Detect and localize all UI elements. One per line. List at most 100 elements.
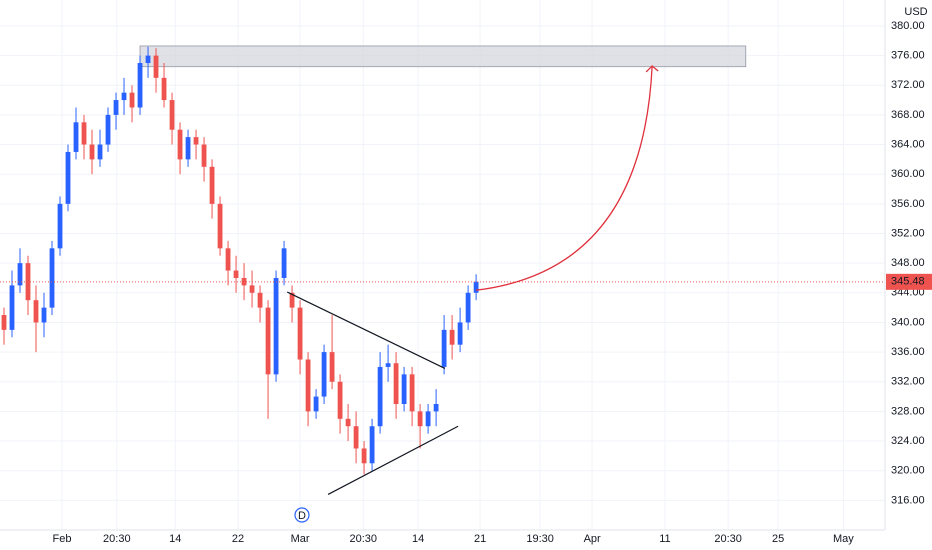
candle-body — [473, 281, 479, 293]
candle-body — [257, 292, 263, 308]
y-tick-label: 352.00 — [891, 227, 925, 239]
candle-body — [97, 144, 103, 160]
candle-body — [273, 277, 279, 375]
x-tick-label: 20:30 — [350, 533, 378, 545]
x-tick-label: 14 — [412, 533, 424, 545]
arrow-head — [645, 65, 659, 73]
candle-body — [345, 418, 351, 427]
candle-body — [385, 363, 391, 367]
candle-body — [441, 329, 447, 367]
candle-body — [281, 248, 287, 278]
candle-body — [401, 374, 407, 404]
y-tick-label: 328.00 — [891, 405, 925, 417]
y-tick-label: 340.00 — [891, 316, 925, 328]
candle-body — [49, 248, 55, 308]
candle-body — [105, 114, 111, 145]
candle-body — [297, 307, 303, 360]
candle-body — [57, 203, 63, 249]
candle-body — [1, 315, 7, 330]
candle-body — [169, 100, 175, 130]
x-tick-label: Apr — [584, 533, 601, 545]
x-tick-label: 20:30 — [103, 533, 131, 545]
candle-body — [433, 403, 439, 412]
event-marker — [294, 507, 310, 523]
x-tick-label: Mar — [291, 533, 310, 545]
candle-body — [225, 248, 231, 271]
y-tick-label: 372.00 — [891, 79, 925, 91]
candle-body — [457, 322, 463, 345]
x-tick-label: 20:30 — [714, 533, 742, 545]
candle-body — [17, 263, 23, 286]
candle-body — [241, 277, 247, 286]
y-tick-label: 368.00 — [891, 109, 925, 121]
candle-body — [129, 92, 135, 108]
grid — [0, 0, 885, 530]
candle-body — [305, 359, 311, 412]
y-tick-label: 360.00 — [891, 168, 925, 180]
y-tick-label: 376.00 — [891, 50, 925, 62]
candle-body — [33, 300, 39, 323]
event-label: D — [298, 510, 306, 522]
candle-body — [425, 411, 431, 427]
candle-body — [113, 100, 119, 115]
candle-body — [137, 63, 143, 108]
candle-body — [177, 129, 183, 160]
candle-body — [249, 285, 255, 293]
candle-body — [209, 166, 215, 204]
x-tick-label: 14 — [169, 533, 181, 545]
candle-body — [313, 396, 319, 412]
trendline — [327, 425, 459, 495]
candle-body — [409, 374, 415, 412]
candle-body — [233, 270, 239, 278]
y-tick-label: 364.00 — [891, 138, 925, 150]
x-tick-label: 21 — [474, 533, 486, 545]
y-tick-label: 356.00 — [891, 198, 925, 210]
candle-body — [417, 411, 423, 427]
candle-body — [217, 203, 223, 249]
candle-body — [41, 307, 47, 323]
candle-body — [449, 329, 455, 345]
x-tick-label: 25 — [772, 533, 784, 545]
candle-body — [161, 77, 167, 101]
y-tick-label: 336.00 — [891, 346, 925, 358]
y-tick-label: 332.00 — [891, 376, 925, 388]
candle-body — [25, 263, 31, 301]
candle-body — [353, 426, 359, 449]
candle-body — [89, 144, 95, 160]
y-tick-label: 348.00 — [891, 257, 925, 269]
candle-body — [81, 122, 87, 145]
last-price-tag — [886, 273, 932, 290]
candle-body — [361, 448, 367, 464]
candle-body — [337, 381, 343, 419]
candle-body — [193, 137, 199, 145]
candle-body — [65, 151, 71, 204]
candle-body — [185, 137, 191, 160]
candle-body — [153, 55, 159, 78]
candle-body — [145, 55, 151, 64]
currency-label: USD — [904, 6, 927, 18]
candle-body — [393, 363, 399, 404]
candle-body — [73, 122, 79, 152]
candle-body — [289, 292, 295, 308]
last-price-label: 345.48 — [891, 276, 925, 288]
candle-body — [201, 144, 207, 167]
trendline — [287, 291, 446, 369]
candle-body — [265, 307, 271, 375]
y-tick-label: 324.00 — [891, 435, 925, 447]
candle-body — [121, 92, 127, 101]
candle-body — [321, 352, 327, 397]
x-tick-label: Feb — [53, 533, 72, 545]
x-tick-label: 19:30 — [526, 533, 554, 545]
price-zone — [139, 45, 747, 68]
candle-body — [9, 285, 15, 330]
y-tick-label: 316.00 — [891, 494, 925, 506]
x-tick-label: 22 — [232, 533, 244, 545]
y-tick-label: 320.00 — [891, 465, 925, 477]
candle-body — [377, 366, 383, 427]
candle-body — [465, 292, 471, 323]
x-tick-label: May — [833, 533, 854, 545]
y-tick-label: 380.00 — [891, 20, 925, 32]
x-tick-label: 11 — [659, 533, 670, 545]
